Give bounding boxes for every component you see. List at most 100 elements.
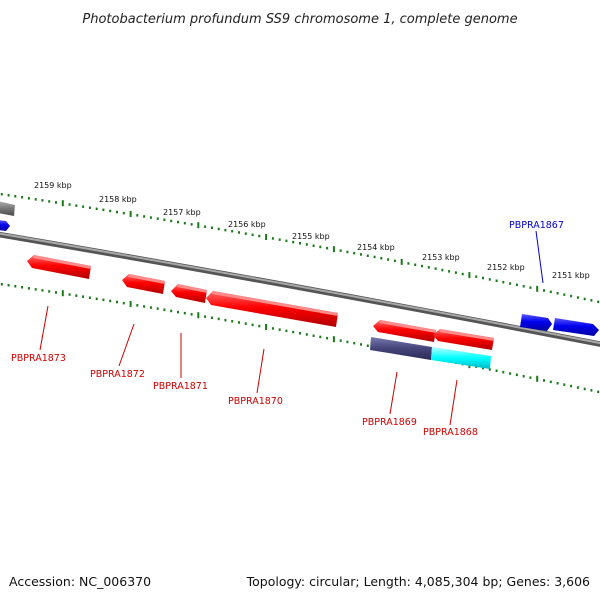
inner-ruler-minor-tick — [244, 322, 247, 325]
label-PBPRA1867[interactable]: PBPRA1867 — [509, 220, 564, 231]
inner-ruler-minor-tick — [55, 291, 57, 294]
inner-ruler-minor-tick — [346, 340, 349, 344]
inner-ruler-minor-tick — [271, 327, 274, 330]
outer-ruler-major-tick — [61, 200, 64, 207]
label-PBPRA1873[interactable]: PBPRA1873 — [11, 353, 66, 364]
outer-ruler-minor-tick — [305, 243, 308, 246]
gene-PBPRA1869[interactable] — [373, 320, 436, 342]
inner-ruler-minor-tick — [488, 368, 491, 371]
inner-ruler-minor-tick — [156, 307, 159, 310]
inner-ruler-minor-tick — [204, 315, 207, 318]
outer-ruler-minor-tick — [122, 211, 125, 215]
inner-ruler-minor-tick — [41, 289, 44, 292]
inner-feature-navy[interactable] — [370, 337, 432, 360]
gene-PBPRA1873[interactable] — [27, 255, 91, 279]
outer-ruler-minor-tick — [563, 293, 566, 296]
outer-ruler-minor-tick — [461, 272, 464, 276]
outer-ruler-minor-tick — [82, 205, 85, 208]
inner-ruler-minor-tick — [210, 316, 213, 319]
inner-ruler-minor-tick — [34, 288, 37, 291]
outer-ruler-minor-tick — [177, 220, 179, 224]
gene-labels: PBPRA1873 PBPRA1872 PBPRA1871 PBPRA1870 … — [11, 220, 564, 438]
gene-PBPRA1872[interactable] — [122, 274, 165, 294]
outer-ruler-minor-tick — [495, 279, 498, 282]
outer-ruler-minor-tick — [434, 267, 437, 270]
inner-ruler-minor-tick — [258, 324, 261, 328]
outer-ruler-minor-tick — [509, 282, 512, 285]
inner-feature-cyan[interactable] — [431, 347, 491, 369]
inner-ruler-minor-tick — [339, 339, 342, 342]
outer-ruler-major-tick — [197, 222, 200, 229]
outer-ruler-minor-tick — [292, 240, 295, 244]
outer-ruler-minor-tick — [204, 225, 207, 228]
outer-ruler-minor-tick — [285, 239, 288, 243]
outer-ruler-minor-tick — [346, 250, 349, 254]
label-PBPRA1872[interactable]: PBPRA1872 — [90, 369, 145, 380]
outer-ruler-minor-tick — [163, 218, 166, 221]
inner-ruler-minor-tick — [88, 296, 91, 299]
outer-ruler-minor-tick — [7, 194, 10, 197]
inner-ruler-minor-tick — [278, 328, 281, 331]
outer-ruler-minor-tick — [183, 221, 186, 225]
outer-ruler-minor-tick — [387, 258, 390, 261]
inner-ruler-minor-tick — [109, 299, 112, 303]
inner-ruler-minor-tick — [529, 376, 532, 379]
label-PBPRA1871[interactable]: PBPRA1871 — [153, 381, 208, 392]
outer-ruler-minor-tick — [244, 232, 247, 235]
outer-ruler-minor-tick — [441, 268, 444, 272]
outer-ruler-major-tick — [129, 211, 132, 217]
inner-ruler-major-tick — [61, 290, 64, 297]
inner-ruler-minor-tick — [326, 336, 329, 340]
outer-ruler-minor-tick — [360, 253, 362, 256]
outer-ruler-minor-tick — [373, 255, 376, 259]
gene-PBPRA1868[interactable] — [433, 329, 494, 350]
gene-PBPRA1871[interactable] — [171, 284, 207, 303]
outer-ruler-minor-tick — [583, 297, 586, 301]
inner-ruler-minor-tick — [522, 375, 525, 378]
inner-ruler-minor-tick — [217, 317, 220, 321]
outer-ruler-minor-tick — [149, 216, 152, 219]
inner-ruler-minor-tick — [366, 344, 369, 347]
outer-ruler-minor-tick — [502, 280, 505, 284]
label-PBPRA1869[interactable]: PBPRA1869 — [362, 417, 417, 428]
outer-ruler-minor-tick — [75, 204, 78, 207]
outer-ruler-minor-tick — [116, 210, 118, 214]
inner-ruler-major-tick — [536, 375, 539, 382]
outer-ruler-minor-tick — [319, 245, 322, 249]
outer-ruler-minor-tick — [190, 223, 193, 226]
inner-ruler-minor-tick — [583, 387, 586, 391]
gene-PBPRA1870[interactable] — [206, 291, 338, 327]
outer-ruler-minor-tick — [41, 199, 44, 202]
outer-ruler-minor-tick — [570, 294, 573, 298]
outer-ruler-minor-tick — [68, 203, 71, 206]
outer-ruler-minor-tick — [55, 201, 57, 204]
kbp-label: 2154 kbp — [357, 243, 395, 252]
outer-ruler-minor-tick — [353, 251, 356, 255]
kbp-label: 2156 kbp — [228, 220, 266, 229]
outer-ruler-minor-tick — [143, 215, 146, 218]
inner-ruler-minor-tick — [224, 318, 227, 322]
outer-ruler-minor-tick — [597, 300, 600, 304]
outer-ruler-minor-tick — [14, 195, 17, 198]
label-PBPRA1868[interactable]: PBPRA1868 — [423, 427, 478, 438]
inner-ruler-minor-tick — [122, 301, 125, 305]
inner-ruler-minor-tick — [597, 390, 600, 394]
inner-ruler-minor-tick — [183, 311, 186, 315]
inner-ruler-minor-tick — [556, 382, 559, 385]
outer-ruler-minor-tick — [136, 214, 139, 217]
outer-ruler-minor-tick — [34, 198, 37, 201]
inner-ruler-minor-tick — [143, 305, 146, 308]
inner-ruler-minor-tick — [14, 285, 17, 288]
inner-ruler-major-tick — [332, 336, 335, 343]
outer-ruler-minor-tick — [231, 230, 234, 233]
adjacent-feature-gray — [0, 201, 15, 216]
leader-PBPRA1872 — [118, 323, 135, 367]
outer-ruler-minor-tick — [515, 283, 518, 287]
inner-ruler-minor-tick — [0, 283, 3, 286]
label-PBPRA1870[interactable]: PBPRA1870 — [228, 396, 283, 407]
outer-ruler-minor-tick — [522, 285, 525, 288]
inner-ruler-minor-tick — [299, 332, 301, 335]
inner-ruler-major-tick — [265, 324, 268, 330]
outer-ruler-minor-tick — [0, 193, 3, 196]
gene-PBPRA1867[interactable] — [520, 314, 599, 336]
